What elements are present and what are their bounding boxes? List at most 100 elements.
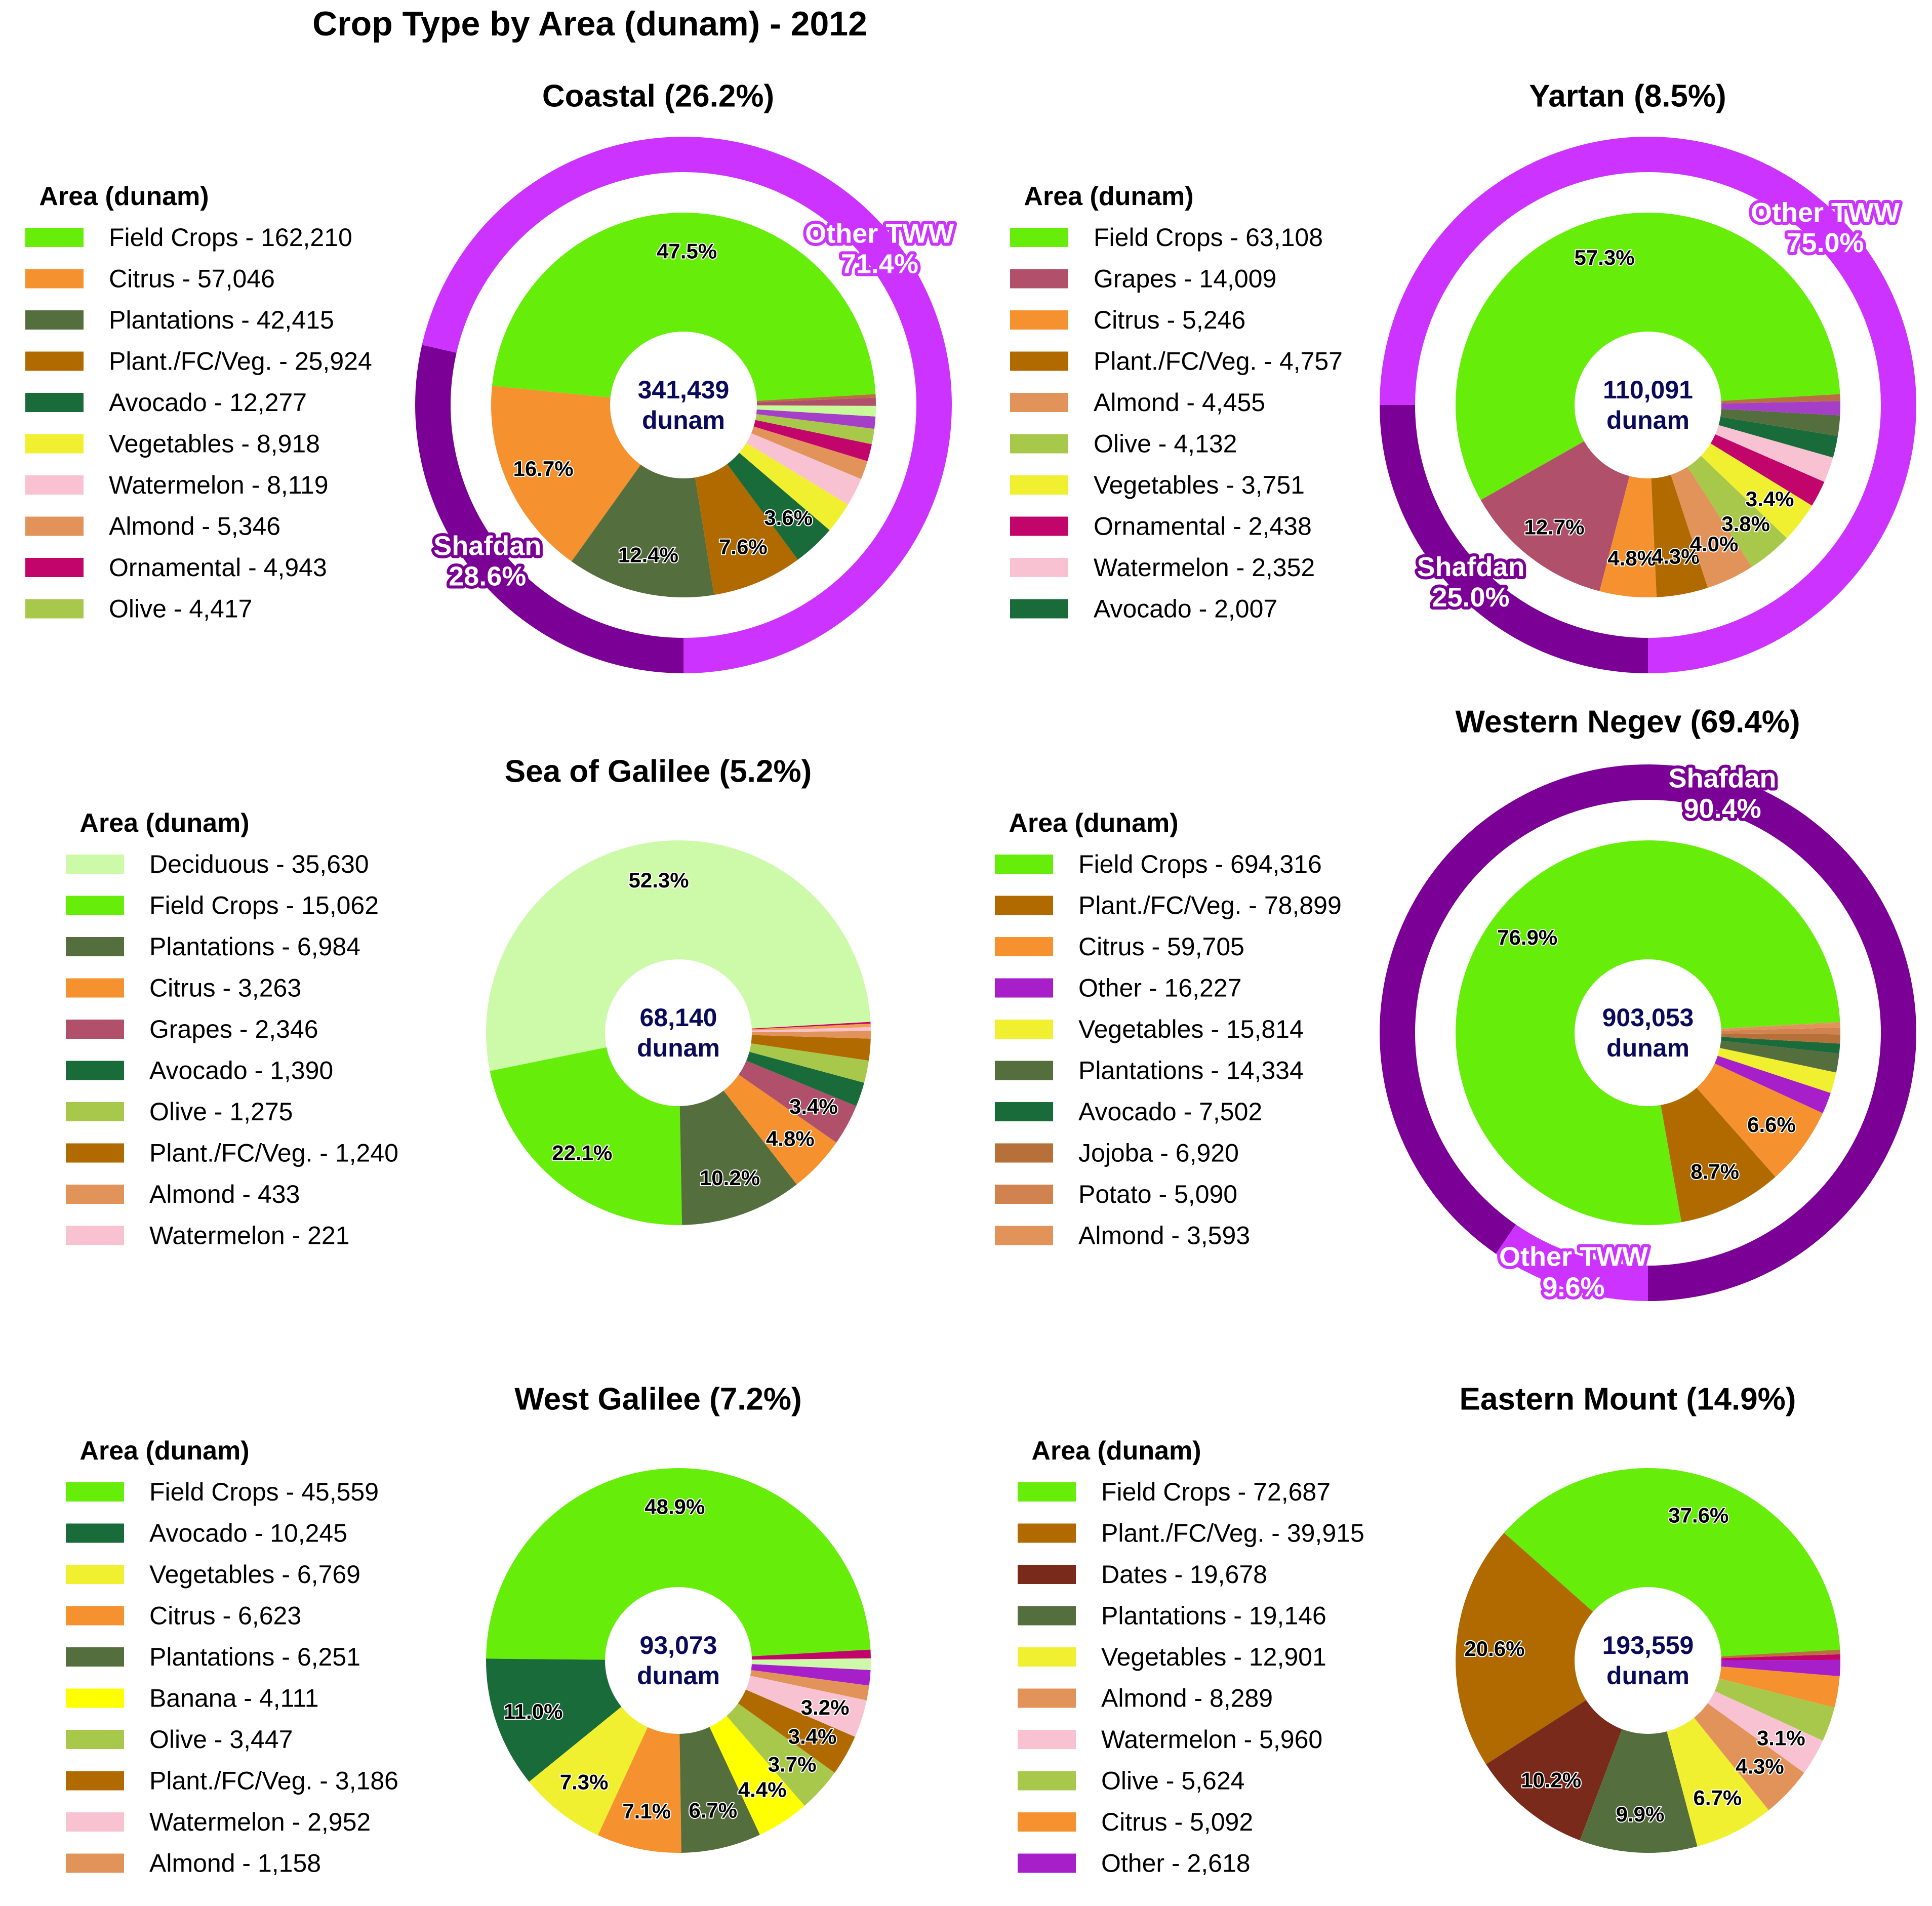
legend-label: Field Crops - 15,062 <box>149 891 379 920</box>
slice-label: 4.0% <box>1690 532 1739 556</box>
legend-swatch <box>995 1020 1053 1039</box>
legend-label: Olive - 1,275 <box>149 1098 293 1126</box>
legend-title: Area (dunam) <box>39 182 209 211</box>
slice-label: 4.3% <box>1736 1754 1784 1778</box>
slice-label: 48.9% <box>645 1495 705 1519</box>
legend-swatch <box>25 393 84 412</box>
legend-label: Avocado - 7,502 <box>1078 1098 1262 1126</box>
donut-hole <box>1575 332 1721 478</box>
legend-swatch <box>25 599 84 619</box>
chart-title: Coastal (26.2%) <box>542 79 774 114</box>
legend-label: Plantations - 14,334 <box>1078 1057 1304 1085</box>
legend-title: Area (dunam) <box>1009 808 1178 838</box>
legend-label: Citrus - 3,263 <box>149 974 301 1002</box>
legend-swatch <box>1010 558 1068 577</box>
donut-hole <box>610 332 757 478</box>
pie-panel: Eastern Mount (14.9%) Area (dunam) Field C… <box>1018 1382 1840 1878</box>
legend-swatch <box>25 434 84 454</box>
legend-label: Other - 2,618 <box>1101 1849 1251 1878</box>
slice-label: 8.7% <box>1690 1159 1739 1183</box>
center-unit: dunam <box>637 1661 720 1690</box>
legend-swatch <box>1018 1853 1076 1873</box>
slice-label: 16.7% <box>513 457 573 480</box>
legend-label: Grapes - 14,009 <box>1094 265 1276 293</box>
slice-label: 10.2% <box>1521 1768 1581 1792</box>
slice-label: 3.7% <box>768 1752 817 1776</box>
legend-swatch <box>1010 269 1068 289</box>
legend-label: Jojoba - 6,920 <box>1078 1139 1239 1167</box>
legend-swatch <box>66 978 124 998</box>
slice-label: 6.6% <box>1747 1113 1796 1137</box>
donut-hole <box>1575 959 1721 1106</box>
legend-swatch <box>1010 516 1068 536</box>
legend-swatch <box>1010 310 1068 330</box>
slice-label: 52.3% <box>629 868 689 892</box>
legend-swatch <box>995 937 1053 956</box>
legend-title: Area (dunam) <box>1024 182 1193 211</box>
center-unit: dunam <box>1606 406 1689 434</box>
legend-label: Olive - 3,447 <box>149 1725 293 1754</box>
legend-label: Watermelon - 221 <box>149 1222 350 1250</box>
legend-label: Field Crops - 694,316 <box>1078 850 1322 878</box>
slice-label: 12.4% <box>618 543 678 566</box>
legend-label: Vegetables - 6,769 <box>149 1560 360 1589</box>
pie-slice <box>1580 1660 1698 1853</box>
legend-label: Field Crops - 72,687 <box>1101 1478 1331 1506</box>
ring-segment <box>1380 405 1648 673</box>
legend-swatch <box>25 475 84 495</box>
legend-label: Plant./FC/Veg. - 4,757 <box>1094 347 1343 376</box>
legend-label: Field Crops - 63,108 <box>1094 223 1323 252</box>
slice-label: 47.5% <box>657 239 717 263</box>
legend-swatch <box>66 1482 124 1502</box>
legend-swatch <box>1010 434 1068 454</box>
legend-swatch <box>66 1102 124 1121</box>
legend-label: Ornamental - 2,438 <box>1094 512 1312 541</box>
legend-swatch <box>25 351 84 371</box>
legend-swatch <box>1010 475 1068 495</box>
donut-hole <box>605 1587 752 1734</box>
legend-swatch <box>995 855 1053 874</box>
legend-swatch <box>1010 228 1068 247</box>
slice-label: 7.3% <box>560 1770 609 1794</box>
slice-label: 3.4% <box>788 1724 837 1748</box>
ring-label: 25.0% <box>1432 582 1509 613</box>
center-unit: dunam <box>1606 1034 1689 1062</box>
legend-swatch <box>995 1143 1053 1163</box>
legend-label: Citrus - 59,705 <box>1078 932 1244 961</box>
legend-swatch <box>1018 1523 1076 1543</box>
legend-label: Almond - 8,289 <box>1101 1684 1273 1713</box>
legend-label: Ornamental - 4,943 <box>109 553 327 582</box>
legend-swatch <box>1018 1482 1076 1502</box>
legend-swatch <box>66 1688 124 1708</box>
legend-swatch <box>66 1185 124 1204</box>
ring-label: Other TWW <box>1751 197 1900 228</box>
legend-swatch <box>995 978 1053 998</box>
legend-label: Watermelon - 2,352 <box>1094 553 1315 582</box>
slice-label: 4.3% <box>1652 545 1700 569</box>
slice-label: 6.7% <box>689 1799 737 1822</box>
legend-label: Plant./FC/Veg. - 78,899 <box>1078 891 1342 920</box>
legend-swatch <box>995 1061 1053 1080</box>
legend-swatch <box>1018 1812 1076 1832</box>
slice-label: 37.6% <box>1668 1503 1728 1527</box>
slice-label: 4.8% <box>766 1126 815 1150</box>
legend-label: Avocado - 10,245 <box>149 1519 347 1548</box>
ring-label: 9.6% <box>1542 1272 1604 1303</box>
center-total: 193,559 <box>1602 1631 1694 1659</box>
ring-label: 28.6% <box>449 561 526 591</box>
pie-panel: Yartan (8.5%) Area (dunam) Field Crops - 6… <box>1010 79 1916 673</box>
legend-swatch <box>1010 393 1068 412</box>
ring-label: Other TWW <box>805 219 954 249</box>
pie-slice <box>486 840 871 1071</box>
slice-label: 3.2% <box>801 1695 850 1719</box>
legend-label: Watermelon - 5,960 <box>1101 1725 1322 1754</box>
legend-label: Vegetables - 8,918 <box>109 430 320 458</box>
center-total: 93,073 <box>640 1631 717 1659</box>
chart-title: Sea of Galilee (5.2%) <box>505 754 812 789</box>
legend-label: Almond - 3,593 <box>1078 1222 1250 1250</box>
legend-swatch <box>66 1730 124 1749</box>
slice-label: 6.7% <box>1694 1786 1742 1810</box>
center-total: 68,140 <box>640 1003 717 1032</box>
legend-title: Area (dunam) <box>1031 1436 1201 1466</box>
legend-swatch <box>995 1226 1053 1245</box>
